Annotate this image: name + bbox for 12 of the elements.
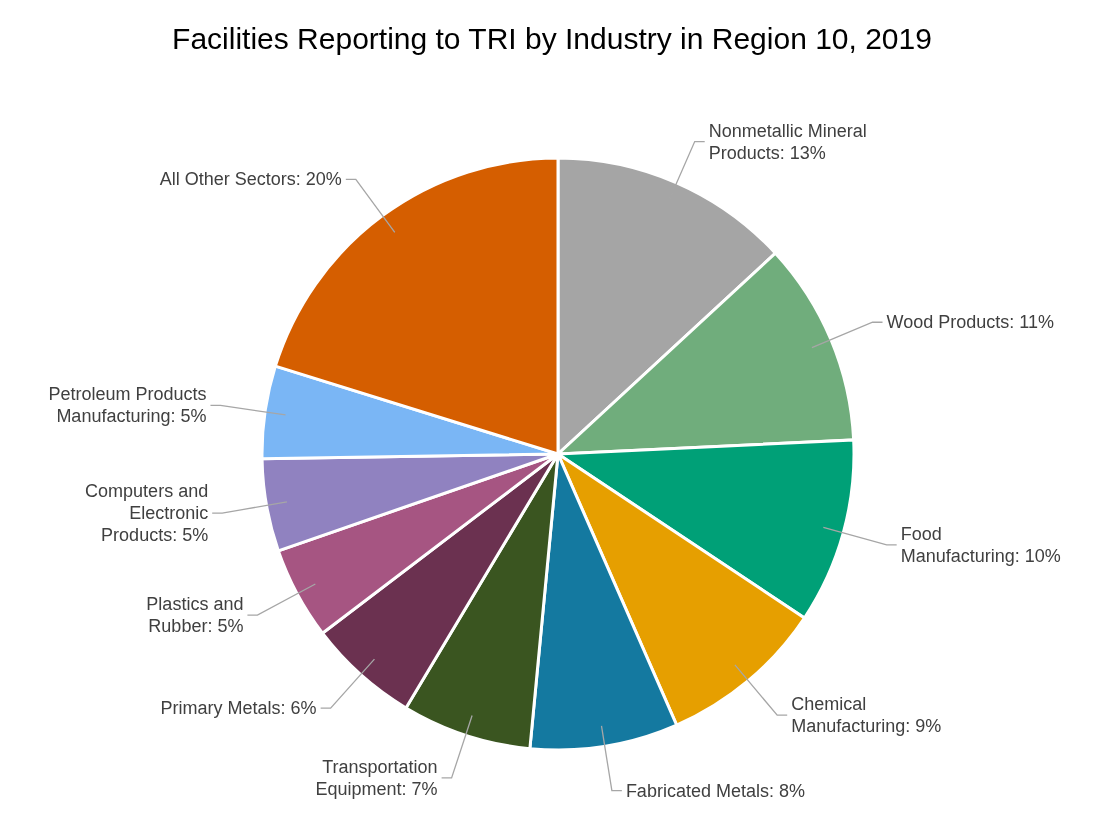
chart-title: Facilities Reporting to TRI by Industry in Region 10, 2019	[171, 22, 933, 56]
slice-label: Fabricated Metals: 8%	[625, 780, 805, 801]
slice-label: Nonmetallic Mineral Products: 13%	[708, 120, 867, 163]
slice-label: Transportation Equipment: 7%	[315, 756, 438, 799]
slice-label: Primary Metals: 6%	[160, 698, 317, 719]
slice-label: Food Manufacturing: 10%	[900, 523, 1061, 566]
slice-label: Computers and Electronic Products: 5%	[85, 481, 209, 546]
slice-label: All Other Sectors: 20%	[159, 169, 342, 190]
slice-label: Chemical Manufacturing: 9%	[791, 694, 942, 737]
slice-label: Plastics and Rubber: 5%	[146, 594, 244, 637]
slice-label: Petroleum Products Manufacturing: 5%	[48, 384, 207, 427]
slice-label: Wood Products: 11%	[886, 312, 1054, 333]
